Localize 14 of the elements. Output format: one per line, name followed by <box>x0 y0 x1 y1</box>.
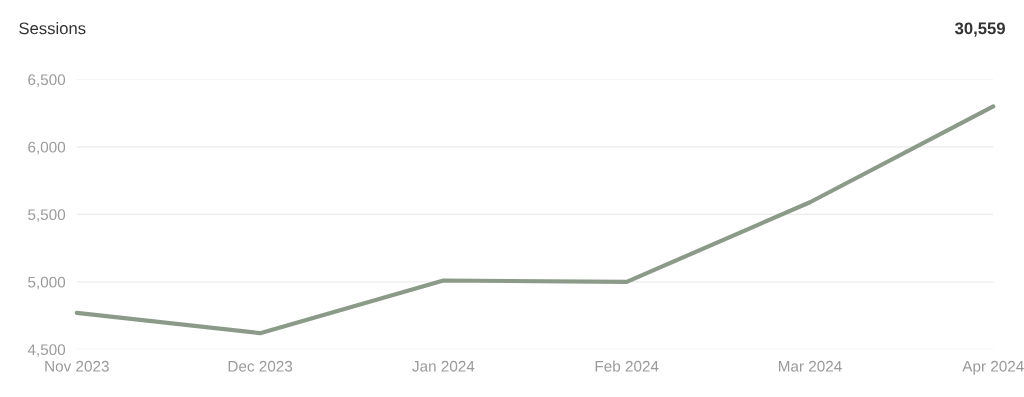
x-tick-label: Nov 2023 <box>45 360 109 372</box>
text: 30,559 <box>954 22 1005 37</box>
x-tick-label: Jan 2024 <box>412 360 475 372</box>
y-tick-label: 6,000 <box>28 141 66 155</box>
y-tick-label: 5,500 <box>28 209 66 222</box>
chart-title: Sessions <box>19 22 86 35</box>
y-tick-label: 5,000 <box>28 276 66 290</box>
x-tick-label: Feb 2024 <box>595 360 659 372</box>
line-series <box>74 104 996 336</box>
x-tick-label: Apr 2024 <box>962 360 1024 375</box>
x-tick-label: Mar 2024 <box>778 360 842 372</box>
x-tick-label: Dec 2023 <box>228 360 293 372</box>
y-tick-label: 4,500 <box>27 344 66 357</box>
y-tick-label: 6,500 <box>28 74 66 87</box>
